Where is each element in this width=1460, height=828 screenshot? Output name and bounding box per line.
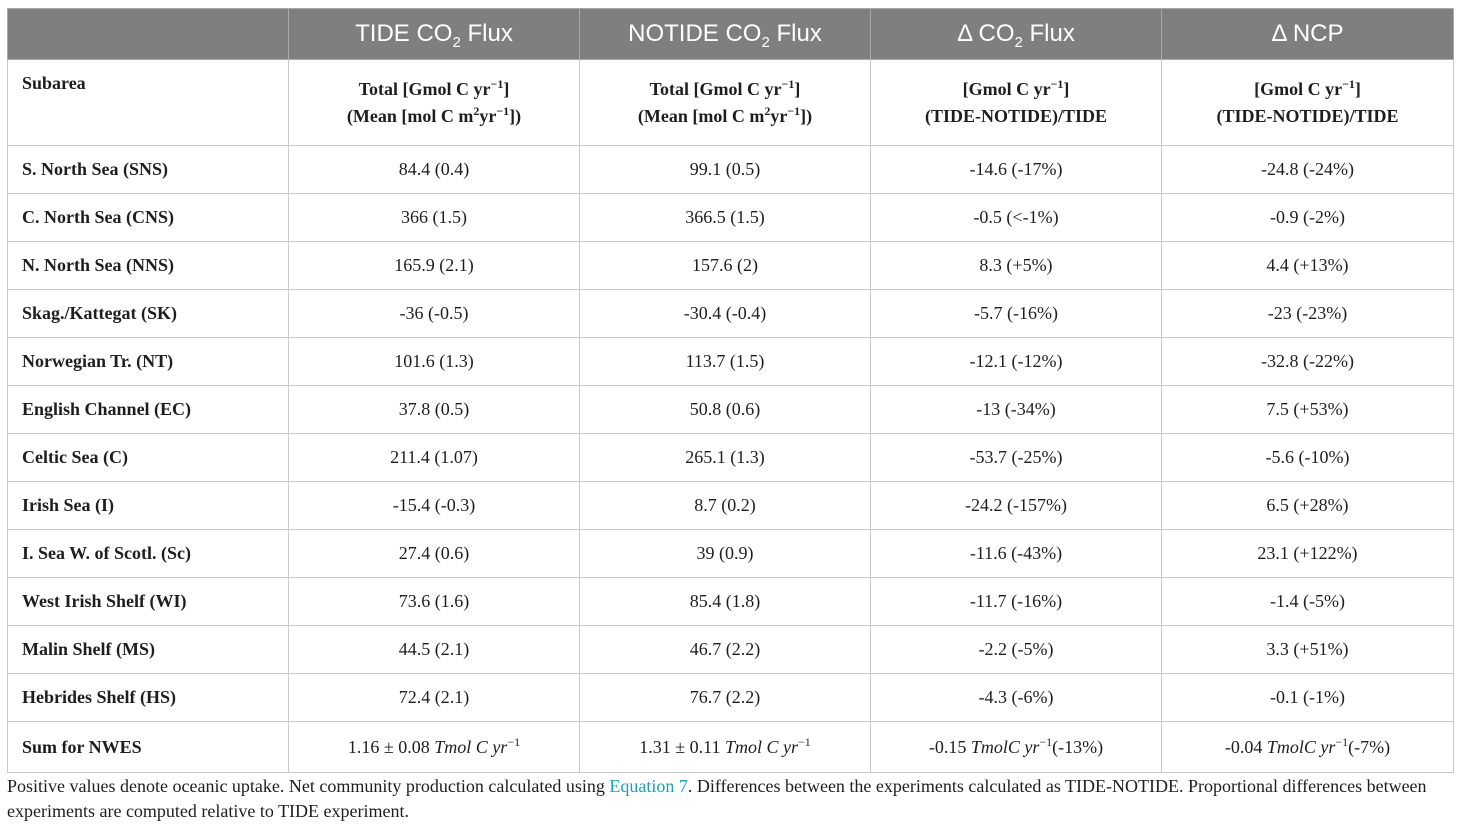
delta-ncp-cell: 6.5 (+28%) bbox=[1161, 481, 1454, 530]
tide-cell: -36 (-0.5) bbox=[288, 289, 580, 338]
delta-ncp-cell: -24.8 (-24%) bbox=[1161, 145, 1454, 194]
header-row: TIDE CO2 Flux NOTIDE CO2 Flux Δ CO2 Flux… bbox=[7, 8, 1454, 60]
delta-ncp-cell: -32.8 (-22%) bbox=[1161, 337, 1454, 386]
notide-cell: 8.7 (0.2) bbox=[579, 481, 871, 530]
table-row: Norwegian Tr. (NT) 101.6 (1.3) 113.7 (1.… bbox=[7, 337, 1454, 386]
subarea-cell: I. Sea W. of Scotl. (Sc) bbox=[7, 529, 289, 578]
sum-row: Sum for NWES 1.16 ± 0.08 Tmol C yr−1 1.3… bbox=[7, 721, 1454, 773]
delta-co2-cell: -4.3 (-6%) bbox=[870, 673, 1162, 722]
subarea-cell: S. North Sea (SNS) bbox=[7, 145, 289, 194]
notide-cell: 50.8 (0.6) bbox=[579, 385, 871, 434]
flux-table: TIDE CO2 Flux NOTIDE CO2 Flux Δ CO2 Flux… bbox=[7, 8, 1454, 773]
table-row: C. North Sea (CNS) 366 (1.5) 366.5 (1.5)… bbox=[7, 193, 1454, 242]
notide-cell: 99.1 (0.5) bbox=[579, 145, 871, 194]
table-row: Irish Sea (I) -15.4 (-0.3) 8.7 (0.2) -24… bbox=[7, 481, 1454, 530]
notide-cell: 157.6 (2) bbox=[579, 241, 871, 290]
delta-ncp-cell: -23 (-23%) bbox=[1161, 289, 1454, 338]
tide-cell: 211.4 (1.07) bbox=[288, 433, 580, 482]
subarea-heading: Subarea bbox=[7, 59, 289, 146]
subarea-cell: C. North Sea (CNS) bbox=[7, 193, 289, 242]
subarea-cell: Irish Sea (I) bbox=[7, 481, 289, 530]
subarea-cell: Norwegian Tr. (NT) bbox=[7, 337, 289, 386]
delta-co2-cell: -12.1 (-12%) bbox=[870, 337, 1162, 386]
sum-delta-ncp: -0.04 TmolC yr−1(-7%) bbox=[1161, 721, 1454, 773]
sum-tide: 1.16 ± 0.08 Tmol C yr−1 bbox=[288, 721, 580, 773]
subarea-cell: Hebrides Shelf (HS) bbox=[7, 673, 289, 722]
delta-ncp-cell: -5.6 (-10%) bbox=[1161, 433, 1454, 482]
delta-co2-cell: -2.2 (-5%) bbox=[870, 625, 1162, 674]
delta-ncp-cell: -0.9 (-2%) bbox=[1161, 193, 1454, 242]
delta-ncp-cell: 4.4 (+13%) bbox=[1161, 241, 1454, 290]
delta-co2-cell: 8.3 (+5%) bbox=[870, 241, 1162, 290]
table-row: West Irish Shelf (WI) 73.6 (1.6) 85.4 (1… bbox=[7, 577, 1454, 626]
delta-co2-cell: -11.7 (-16%) bbox=[870, 577, 1162, 626]
delta-ncp-cell: -0.1 (-1%) bbox=[1161, 673, 1454, 722]
notide-cell: 39 (0.9) bbox=[579, 529, 871, 578]
units-delta-co2: [Gmol C yr−1] (TIDE-NOTIDE)/TIDE bbox=[870, 59, 1162, 146]
delta-co2-cell: -5.7 (-16%) bbox=[870, 289, 1162, 338]
units-delta-ncp: [Gmol C yr−1] (TIDE-NOTIDE)/TIDE bbox=[1161, 59, 1454, 146]
equation-link[interactable]: Equation 7 bbox=[609, 776, 688, 796]
delta-ncp-cell: -1.4 (-5%) bbox=[1161, 577, 1454, 626]
header-tide-co2-flux: TIDE CO2 Flux bbox=[288, 8, 580, 60]
tide-cell: 44.5 (2.1) bbox=[288, 625, 580, 674]
header-empty bbox=[7, 8, 289, 60]
tide-cell: 84.4 (0.4) bbox=[288, 145, 580, 194]
delta-ncp-cell: 7.5 (+53%) bbox=[1161, 385, 1454, 434]
units-row: Subarea Total [Gmol C yr−1] (Mean [mol C… bbox=[7, 59, 1454, 146]
table-row: Skag./Kattegat (SK) -36 (-0.5) -30.4 (-0… bbox=[7, 289, 1454, 338]
delta-ncp-cell: 23.1 (+122%) bbox=[1161, 529, 1454, 578]
notide-cell: 265.1 (1.3) bbox=[579, 433, 871, 482]
tide-cell: 37.8 (0.5) bbox=[288, 385, 580, 434]
tide-cell: -15.4 (-0.3) bbox=[288, 481, 580, 530]
notide-cell: 85.4 (1.8) bbox=[579, 577, 871, 626]
sum-notide: 1.31 ± 0.11 Tmol C yr−1 bbox=[579, 721, 871, 773]
table-row: Malin Shelf (MS) 44.5 (2.1) 46.7 (2.2) -… bbox=[7, 625, 1454, 674]
table-row: N. North Sea (NNS) 165.9 (2.1) 157.6 (2)… bbox=[7, 241, 1454, 290]
delta-co2-cell: -13 (-34%) bbox=[870, 385, 1162, 434]
tide-cell: 73.6 (1.6) bbox=[288, 577, 580, 626]
notide-cell: 366.5 (1.5) bbox=[579, 193, 871, 242]
delta-co2-cell: -0.5 (<-1%) bbox=[870, 193, 1162, 242]
footnote-text-1: Positive values denote oceanic uptake. N… bbox=[7, 776, 610, 796]
table-footnote: Positive values denote oceanic uptake. N… bbox=[7, 774, 1453, 824]
header-delta-co2-flux: Δ CO2 Flux bbox=[870, 8, 1162, 60]
table-row: Hebrides Shelf (HS) 72.4 (2.1) 76.7 (2.2… bbox=[7, 673, 1454, 722]
sum-delta-co2: -0.15 TmolC yr−1(-13%) bbox=[870, 721, 1162, 773]
notide-cell: -30.4 (-0.4) bbox=[579, 289, 871, 338]
subarea-cell: Celtic Sea (C) bbox=[7, 433, 289, 482]
table-row: I. Sea W. of Scotl. (Sc) 27.4 (0.6) 39 (… bbox=[7, 529, 1454, 578]
notide-cell: 46.7 (2.2) bbox=[579, 625, 871, 674]
sum-label: Sum for NWES bbox=[7, 721, 289, 773]
subarea-cell: N. North Sea (NNS) bbox=[7, 241, 289, 290]
notide-cell: 76.7 (2.2) bbox=[579, 673, 871, 722]
header-delta-ncp: Δ NCP bbox=[1161, 8, 1454, 60]
tide-cell: 72.4 (2.1) bbox=[288, 673, 580, 722]
units-tide: Total [Gmol C yr−1] (Mean [mol C m2yr−1]… bbox=[288, 59, 580, 146]
delta-co2-cell: -14.6 (-17%) bbox=[870, 145, 1162, 194]
delta-co2-cell: -11.6 (-43%) bbox=[870, 529, 1162, 578]
subarea-cell: Malin Shelf (MS) bbox=[7, 625, 289, 674]
table-row: English Channel (EC) 37.8 (0.5) 50.8 (0.… bbox=[7, 385, 1454, 434]
notide-cell: 113.7 (1.5) bbox=[579, 337, 871, 386]
table-row: Celtic Sea (C) 211.4 (1.07) 265.1 (1.3) … bbox=[7, 433, 1454, 482]
units-notide: Total [Gmol C yr−1] (Mean [mol C m2yr−1]… bbox=[579, 59, 871, 146]
footnote-text-2: . Differences between the experiments ca… bbox=[7, 776, 1427, 821]
tide-cell: 27.4 (0.6) bbox=[288, 529, 580, 578]
delta-ncp-cell: 3.3 (+51%) bbox=[1161, 625, 1454, 674]
subarea-cell: Skag./Kattegat (SK) bbox=[7, 289, 289, 338]
tide-cell: 101.6 (1.3) bbox=[288, 337, 580, 386]
delta-co2-cell: -24.2 (-157%) bbox=[870, 481, 1162, 530]
subarea-cell: West Irish Shelf (WI) bbox=[7, 577, 289, 626]
table-wrapper: TIDE CO2 Flux NOTIDE CO2 Flux Δ CO2 Flux… bbox=[7, 8, 1454, 773]
subarea-cell: English Channel (EC) bbox=[7, 385, 289, 434]
table-row: S. North Sea (SNS) 84.4 (0.4) 99.1 (0.5)… bbox=[7, 145, 1454, 194]
tide-cell: 165.9 (2.1) bbox=[288, 241, 580, 290]
delta-co2-cell: -53.7 (-25%) bbox=[870, 433, 1162, 482]
header-notide-co2-flux: NOTIDE CO2 Flux bbox=[579, 8, 871, 60]
tide-cell: 366 (1.5) bbox=[288, 193, 580, 242]
